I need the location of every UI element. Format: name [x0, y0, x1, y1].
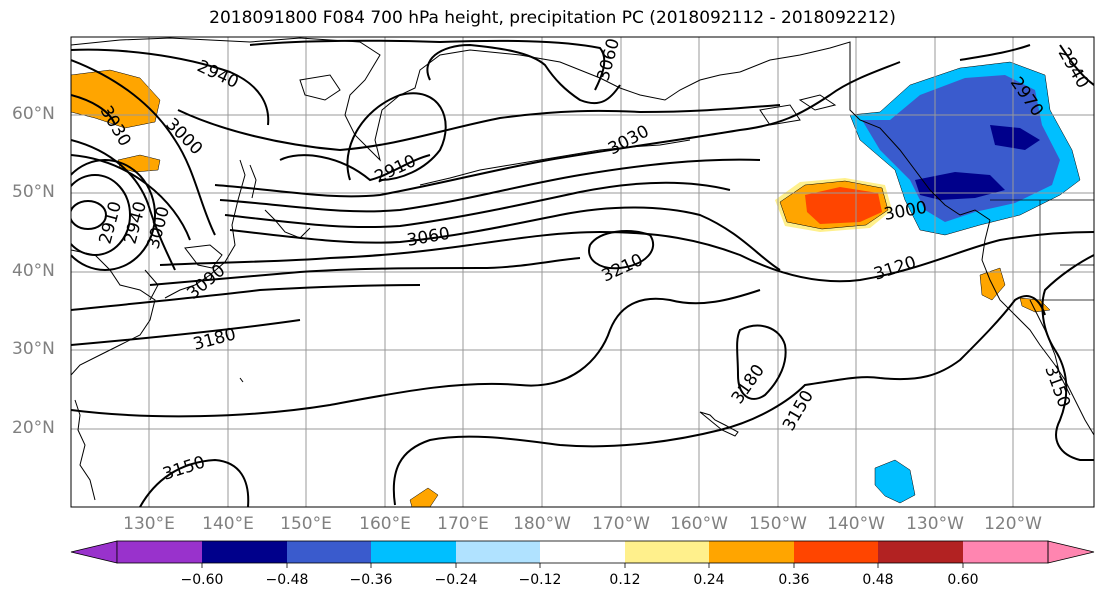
colorbar-tick-label: 0.48 — [862, 572, 894, 588]
map-title: 2018091800 F084 700 hPa height, precipit… — [209, 8, 896, 28]
colorbar-swatch — [117, 541, 202, 563]
longitude-label: 140°E — [202, 514, 254, 534]
colorbar-tick-label: 0.12 — [609, 572, 641, 588]
contour-label: 3210 — [599, 250, 647, 286]
colorbar-tick-label: −0.12 — [518, 572, 562, 588]
colorbar-swatch — [287, 541, 371, 563]
contour-label: 3180 — [728, 361, 769, 408]
longitude-label: 150°E — [280, 514, 332, 534]
longitude-label: 160°E — [359, 514, 411, 534]
colorbar-swatch — [709, 541, 794, 563]
colorbar-swatch — [371, 541, 456, 563]
contour-label: 3150 — [779, 387, 818, 434]
colorbar-extend-low — [70, 540, 118, 564]
longitude-label: 140°W — [827, 514, 885, 534]
contour-label: 3060 — [594, 36, 625, 83]
contour-label: 3150 — [160, 452, 207, 484]
longitude-label: 130°W — [906, 514, 964, 534]
map-plot-area: 2940 3030 3000 2910 2910 2940 3060 3000 … — [71, 36, 1094, 507]
contour-label: 3060 — [405, 224, 451, 251]
colorbar-swatch — [456, 541, 540, 563]
graticule-grid — [71, 37, 1094, 507]
colorbar — [70, 540, 1095, 568]
colorbar-swatch — [202, 541, 287, 563]
longitude-label: 160°W — [670, 514, 728, 534]
longitude-label: 170°E — [437, 514, 489, 534]
map-frame — [70, 36, 1095, 508]
colorbar-tick-label: −0.24 — [434, 572, 478, 588]
height-contours — [71, 39, 1094, 507]
longitude-label: 130°E — [123, 514, 175, 534]
coastlines — [71, 37, 1094, 501]
colorbar-tick-label: 0.60 — [947, 572, 979, 588]
colorbar-swatch — [540, 541, 625, 563]
contour-label: 3120 — [871, 252, 918, 284]
longitude-label: 180°W — [513, 514, 571, 534]
latitude-label: 30°N — [12, 339, 55, 359]
colorbar-swatch — [963, 541, 1048, 563]
contour-label: 3030 — [605, 121, 653, 159]
longitude-label: 170°W — [592, 514, 650, 534]
colorbar-swatch — [625, 541, 709, 563]
colorbar-extend-high — [1047, 540, 1095, 564]
colorbar-tick-label: −0.36 — [349, 572, 393, 588]
colorbar-tick-label: 0.36 — [778, 572, 810, 588]
contour-label: 3000 — [161, 114, 206, 159]
contour-label: 2940 — [194, 56, 242, 92]
precipitation-shading — [71, 61, 1081, 507]
colorbar-swatch — [794, 541, 878, 563]
colorbar-swatch — [878, 541, 963, 563]
colorbar-tick-label: −0.60 — [180, 572, 224, 588]
latitude-label: 20°N — [12, 418, 55, 438]
latitude-label: 40°N — [12, 261, 55, 281]
colorbar-tick-label: 0.24 — [693, 572, 725, 588]
longitude-label: 120°W — [984, 514, 1042, 534]
contour-label: 2940 — [1054, 45, 1093, 92]
colorbar-tick-label: −0.48 — [265, 572, 309, 588]
latitude-label: 60°N — [12, 104, 55, 124]
latitude-label: 50°N — [12, 182, 55, 202]
longitude-label: 150°W — [749, 514, 807, 534]
